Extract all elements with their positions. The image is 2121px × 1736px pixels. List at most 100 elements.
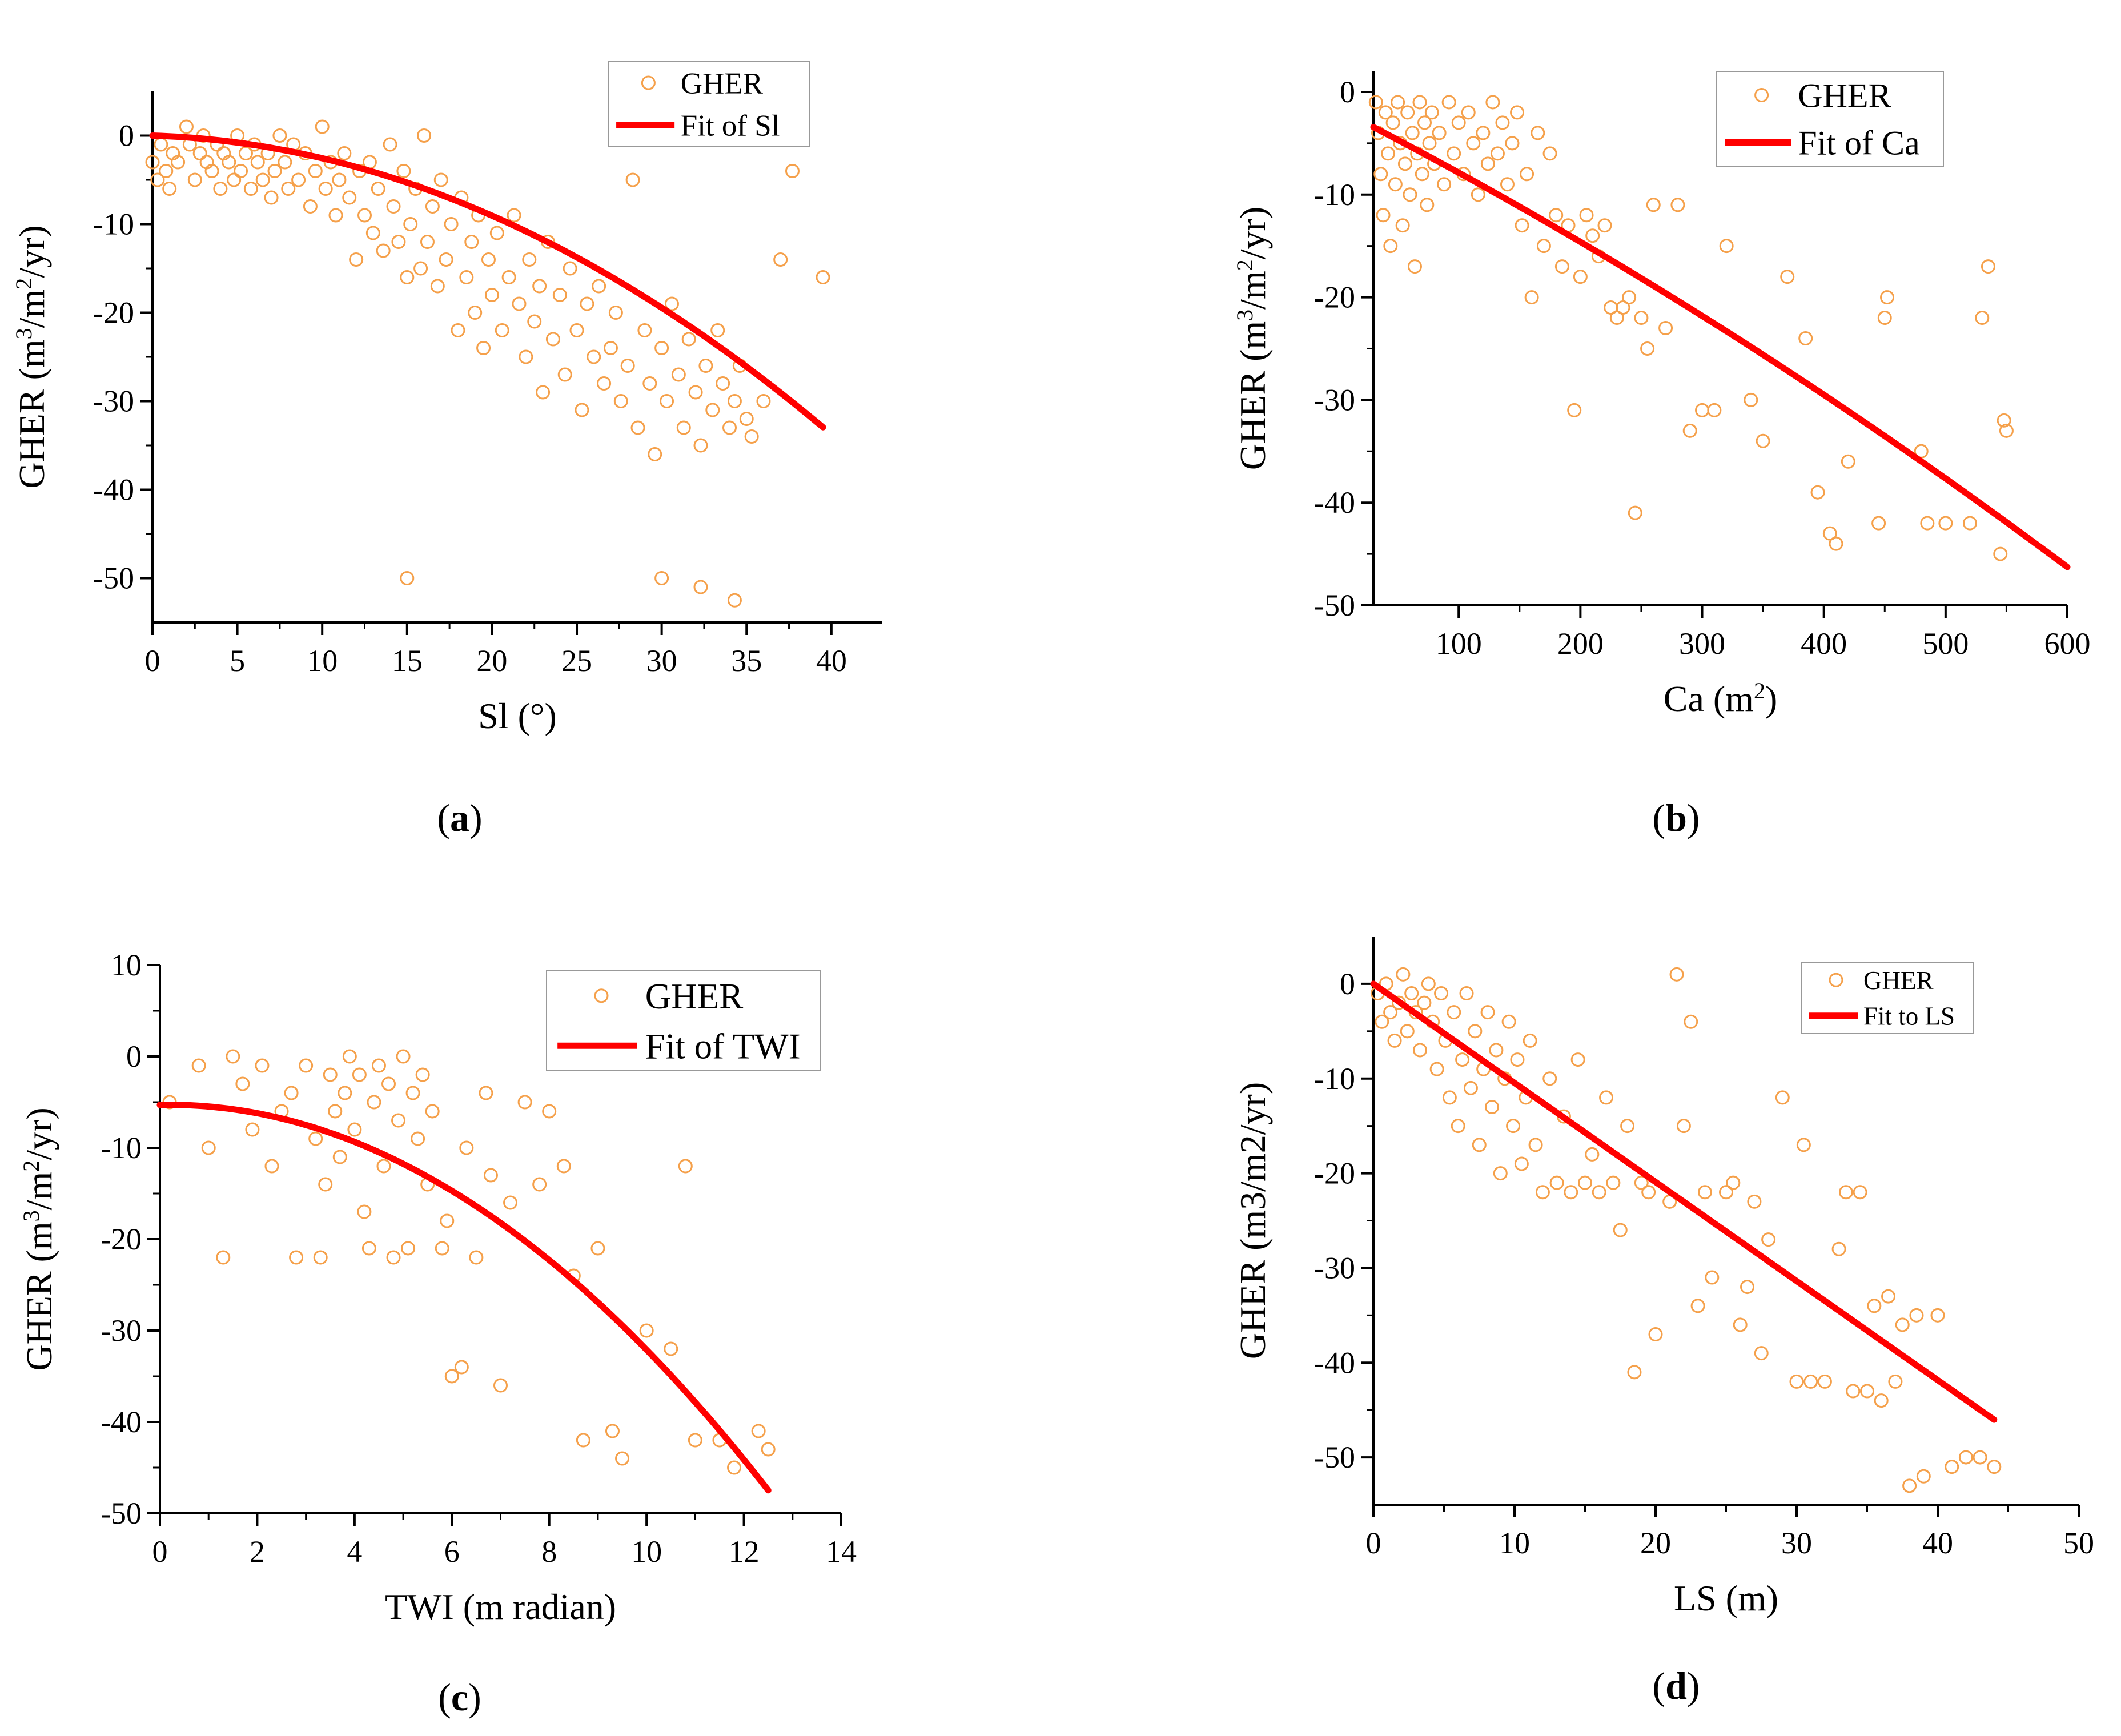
data-point [1468, 1024, 1483, 1039]
x-tick-label: 10 [631, 1534, 662, 1569]
legend-scatter-marker [1829, 973, 1843, 987]
data-point [1376, 208, 1391, 223]
data-point [347, 1122, 362, 1137]
legend-box [546, 970, 821, 1071]
legend-box [608, 61, 810, 147]
x-tick-label: 15 [392, 644, 423, 678]
data-point [613, 394, 628, 408]
x-tick-label: 6 [444, 1534, 460, 1569]
chart-panel-1: 0 5 10 15 20 25 30 35 40 0 -10 -20 -30 -40 -50 GHER Fit … [11, 61, 882, 839]
data-point [201, 1140, 216, 1155]
data-point [1397, 156, 1412, 171]
data-point [1451, 115, 1466, 130]
data-point [226, 1049, 240, 1064]
data-point [235, 1076, 250, 1091]
data-point [1405, 126, 1420, 140]
data-point [761, 1442, 776, 1457]
data-point [1867, 1299, 1882, 1313]
data-point [191, 1058, 206, 1073]
y-tick-label: -20 [93, 296, 134, 330]
y-tick-label: -40 [1314, 485, 1355, 520]
data-point [323, 1067, 338, 1082]
x-tick-label: 14 [826, 1534, 857, 1569]
y-tick-label: -20 [101, 1222, 142, 1256]
data-point [439, 252, 453, 267]
x-tick-label: 100 [1436, 626, 1482, 661]
y-tick-label: 0 [1340, 967, 1355, 1001]
data-point [1466, 136, 1481, 151]
panel-label-open: ( [1652, 796, 1665, 839]
data-point [204, 164, 219, 178]
data-point [1838, 1185, 1853, 1200]
data-point [698, 359, 713, 373]
data-point [576, 1433, 590, 1448]
data-point [227, 172, 242, 187]
y-axis-title-part: /m [1232, 271, 1273, 310]
data-point [459, 1140, 474, 1155]
data-point [1531, 126, 1545, 140]
data-point [642, 376, 657, 391]
data-point [267, 164, 282, 178]
data-point [1705, 1270, 1720, 1285]
legend-fit-label: Fit of TWI [645, 1026, 801, 1066]
panel-label: (a) [437, 796, 482, 839]
data-point [1646, 198, 1661, 212]
x-axis-title-part: Sl (°) [478, 696, 557, 736]
data-point [281, 182, 296, 196]
data-point [367, 1095, 381, 1110]
panel-label: (c) [438, 1675, 481, 1719]
data-point [469, 1250, 484, 1265]
data-point [150, 172, 165, 187]
data-point [332, 1150, 347, 1164]
data-point [688, 1433, 702, 1448]
data-point [391, 1113, 406, 1128]
data-point [1447, 1005, 1461, 1020]
data-point [328, 1104, 343, 1119]
data-point [440, 1213, 455, 1228]
y-axis-title-part: /yr) [1232, 207, 1273, 259]
data-point [238, 146, 253, 160]
data-point [234, 164, 248, 178]
data-point [605, 1424, 620, 1438]
y-axis-title: GHER (m3/m2/yr) [1232, 1082, 1273, 1359]
data-point [1798, 331, 1813, 345]
data-point [664, 1341, 678, 1356]
x-tick-label: 300 [1679, 626, 1725, 661]
data-point [483, 1168, 498, 1183]
data-point [654, 571, 669, 585]
data-point [519, 349, 533, 364]
data-point [278, 155, 292, 170]
x-tick-label: 400 [1801, 626, 1847, 661]
data-point [493, 1378, 508, 1393]
data-point [532, 279, 547, 294]
data-point [1434, 986, 1449, 1000]
data-point [308, 1131, 323, 1146]
data-point [159, 164, 174, 178]
data-point [383, 137, 397, 152]
data-point [785, 164, 800, 178]
data-point [639, 1323, 654, 1338]
data-point [557, 367, 572, 382]
data-point [1756, 433, 1770, 448]
data-point [1578, 1175, 1592, 1190]
data-point [342, 190, 357, 205]
y-tick-label: -30 [93, 384, 134, 419]
data-point [1417, 115, 1432, 130]
data-point [693, 438, 708, 453]
data-point [705, 403, 720, 417]
data-point [545, 332, 560, 347]
data-point [1853, 1185, 1867, 1200]
data-point [1676, 1119, 1691, 1134]
x-tick-label: 2 [250, 1534, 265, 1569]
panel-label-close: ) [468, 1675, 481, 1719]
data-point [1895, 1317, 1910, 1332]
x-tick-label: 0 [1366, 1526, 1381, 1560]
data-point [1510, 105, 1525, 120]
data-point [1740, 1280, 1755, 1295]
data-point [332, 172, 347, 187]
data-point [459, 270, 474, 284]
chart-panel-2: 100 200 300 400 500 600 0 -10 -20 -30 -40 -50 GHER Fi… [1232, 71, 2091, 839]
data-point [1754, 1346, 1769, 1361]
data-point [1396, 967, 1411, 982]
x-axis-title-part: Ca (m [1664, 678, 1754, 719]
